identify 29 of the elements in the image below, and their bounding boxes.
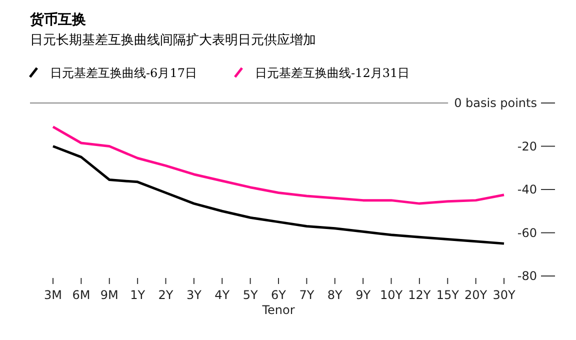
chart-subtitle: 日元长期基差互换曲线间隔扩大表明日元供应增加 xyxy=(30,32,316,48)
legend-label: 日元基差互换曲线-12月31日 xyxy=(255,66,410,80)
line-series xyxy=(52,145,506,245)
x-tick-label: 30Y xyxy=(492,288,516,302)
x-tick-label: 5Y xyxy=(242,288,258,302)
x-tick-label: 10Y xyxy=(380,288,404,302)
x-tick-label: 2Y xyxy=(158,288,174,302)
line-series xyxy=(52,126,506,205)
x-tick-label: 4Y xyxy=(214,288,230,302)
x-tick-label: 3M xyxy=(44,288,62,302)
x-tick-label: 1Y xyxy=(130,288,146,302)
x-tick-label: 9Y xyxy=(356,288,372,302)
x-tick-label: 8Y xyxy=(327,288,344,302)
x-tick-label: 7Y xyxy=(299,288,315,302)
x-tick-label: 20Y xyxy=(464,288,488,302)
x-tick-label: 9M xyxy=(100,288,118,302)
x-tick-label: 6Y xyxy=(271,288,287,302)
y-tick-label: 0 basis points xyxy=(454,96,537,110)
y-tick-label: -20 xyxy=(517,139,537,154)
y-tick-label: -80 xyxy=(517,269,537,284)
y-tick-label: -40 xyxy=(517,182,537,197)
y-tick-label: -60 xyxy=(517,226,537,240)
x-tick-label: 3Y xyxy=(186,288,202,302)
x-tick-label: 15Y xyxy=(436,288,460,302)
chart-title: 货币互换 xyxy=(29,11,86,28)
x-axis-title: Tenor xyxy=(261,303,295,317)
x-tick-label: 12Y xyxy=(408,288,432,302)
legend-label: 日元基差互换曲线-6月17日 xyxy=(50,66,197,80)
x-tick-label: 6M xyxy=(72,288,90,302)
